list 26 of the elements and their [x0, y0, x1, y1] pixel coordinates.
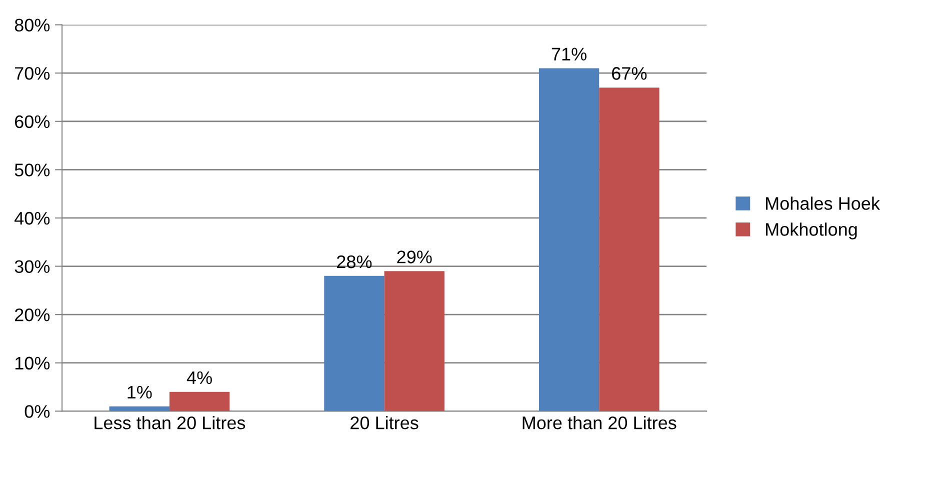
y-tick-label: 50% [14, 164, 50, 176]
bar [169, 392, 230, 412]
y-tick-label: 10% [15, 356, 50, 370]
y-tick-label: 70% [15, 67, 50, 80]
data-label: 29% [397, 250, 432, 264]
legend-label: Mohales Hoek [766, 196, 880, 210]
y-tick-label: 30% [14, 260, 50, 273]
y-tick-label: 0% [24, 405, 50, 418]
x-tick-label: 20 Litres [350, 416, 418, 430]
x-tick-label: More than 20 Litres [522, 416, 676, 430]
y-tick-label: 40% [14, 212, 50, 225]
data-label: 28% [337, 255, 372, 268]
y-tick-label: 80% [14, 18, 50, 32]
x-tick-label: Less than 20 Litres [94, 416, 246, 430]
bar [599, 88, 660, 412]
y-tick-label: 60% [15, 115, 50, 128]
bar [384, 271, 444, 412]
data-label: 1% [128, 386, 152, 399]
data-label: 67% [612, 67, 647, 80]
bar [324, 276, 384, 412]
data-label: 4% [186, 371, 212, 384]
bar [109, 406, 170, 412]
bar [538, 68, 600, 412]
y-tick-label: 20% [15, 308, 50, 322]
legend-label: Mokhotlong [766, 222, 857, 240]
data-label: 71% [552, 48, 586, 60]
